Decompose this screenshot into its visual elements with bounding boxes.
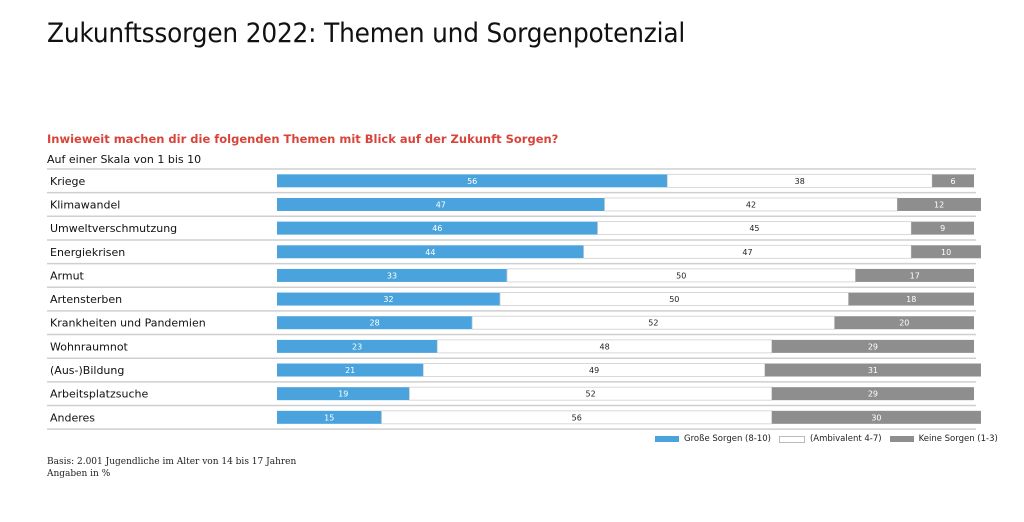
bar-segment-gross xyxy=(277,339,438,353)
bar-segment-keine xyxy=(764,363,981,377)
bar-row: Arbeitsplatzsuche 19 52 29 xyxy=(47,386,976,407)
bar-segment-gross xyxy=(277,387,410,401)
data-label: 50 xyxy=(669,295,679,304)
data-label: 45 xyxy=(749,224,759,233)
bar-row: Energiekrisen 44 47 10 xyxy=(47,244,981,265)
category-label: Arbeitsplatzsuche xyxy=(50,388,148,401)
data-label: 9 xyxy=(940,224,945,233)
category-label: (Aus-)Bildung xyxy=(50,364,124,377)
data-label: 29 xyxy=(868,390,878,399)
data-label: 31 xyxy=(868,366,878,375)
bar-segment-gross xyxy=(277,174,668,188)
bar-row: Umweltverschmutzung 46 45 9 xyxy=(47,221,976,241)
footnote-unit: Angaben in % xyxy=(47,469,111,479)
legend-label-gross: Große Sorgen (8-10) xyxy=(684,434,771,444)
scale-note: Auf einer Skala von 1 bis 10 xyxy=(47,153,202,166)
legend-item-gross: Große Sorgen (8-10) xyxy=(655,434,771,444)
data-label: 56 xyxy=(572,413,582,422)
bar-segment-keine xyxy=(911,245,981,259)
stacked-bar-chart: Kriege 56 38 6 Klimawandel 47 42 12 Umweltversch… xyxy=(47,168,981,430)
bar-row: Krankheiten und Pandemien 28 52 20 xyxy=(47,315,976,336)
data-label: 6 xyxy=(951,177,956,186)
bar-segment-keine xyxy=(932,174,974,188)
footnote-basis: Basis: 2.001 Jugendliche im Alter von 14… xyxy=(47,457,297,467)
data-label: 56 xyxy=(467,177,477,186)
bar-segment-keine xyxy=(848,292,974,306)
legend-swatch-ambivalent xyxy=(778,435,805,443)
category-label: Energiekrisen xyxy=(50,246,125,259)
data-label: 18 xyxy=(906,295,916,304)
category-label: Umweltverschmutzung xyxy=(50,222,177,235)
data-label: 32 xyxy=(383,295,393,304)
bar-segment-gross xyxy=(277,316,473,330)
data-label: 23 xyxy=(352,342,362,351)
data-label: 19 xyxy=(338,390,348,399)
data-label: 42 xyxy=(746,200,756,209)
data-label: 21 xyxy=(345,366,355,375)
bar-segment-gross xyxy=(277,410,382,424)
data-label: 30 xyxy=(871,413,881,422)
category-label: Wohnraumnot xyxy=(50,340,129,353)
data-label: 33 xyxy=(387,271,397,280)
legend-swatch-gross xyxy=(655,436,679,442)
legend-swatch-keine xyxy=(889,436,914,442)
data-label: 20 xyxy=(899,319,909,328)
bar-row: Artensterben 32 50 18 xyxy=(47,292,976,312)
chart-subtitle: Inwieweit machen dir die folgenden Theme… xyxy=(47,132,559,146)
bar-segment-gross xyxy=(277,245,584,259)
bar-segment-keine xyxy=(834,316,974,330)
category-label: Kriege xyxy=(50,175,86,188)
legend-item-keine: Keine Sorgen (1-3) xyxy=(889,434,998,444)
bar-row: Anderes 15 56 30 xyxy=(47,410,981,430)
data-label: 50 xyxy=(676,271,686,280)
bar-segment-keine xyxy=(897,197,981,211)
bar-segment-gross xyxy=(277,197,605,211)
data-label: 52 xyxy=(648,319,658,328)
chart-title: Zukunftssorgen 2022: Themen und Sorgenpo… xyxy=(47,18,686,49)
bar-row: Klimawandel 47 42 12 xyxy=(47,197,981,218)
bar-segment-gross xyxy=(277,363,424,377)
bar-segment-keine xyxy=(771,387,974,401)
data-label: 15 xyxy=(324,413,334,422)
data-label: 38 xyxy=(795,177,805,186)
data-label: 10 xyxy=(941,248,951,257)
legend-item-ambivalent: (Ambivalent 4-7) xyxy=(778,434,882,444)
data-label: 47 xyxy=(742,248,752,257)
bar-segment-keine xyxy=(771,410,981,424)
bar-row: Wohnraumnot 23 48 29 xyxy=(47,339,976,359)
bar-segment-keine xyxy=(771,339,974,353)
bar-row: Armut 33 50 17 xyxy=(47,268,976,288)
category-label: Artensterben xyxy=(50,293,122,306)
category-label: Anderes xyxy=(50,411,95,424)
bar-segment-keine xyxy=(855,268,974,282)
bar-row: (Aus-)Bildung 21 49 31 xyxy=(47,363,981,383)
bar-segment-gross xyxy=(277,221,598,235)
bar-segment-gross xyxy=(277,292,501,306)
data-label: 44 xyxy=(425,248,435,257)
footnote: Basis: 2.001 Jugendliche im Alter von 14… xyxy=(47,456,296,480)
data-label: 17 xyxy=(910,271,920,280)
data-label: 48 xyxy=(599,342,609,351)
category-label: Krankheiten und Pandemien xyxy=(50,317,206,330)
data-label: 46 xyxy=(432,224,442,233)
legend: Große Sorgen (8-10) (Ambivalent 4-7) Kei… xyxy=(655,434,1006,444)
legend-label-ambivalent: (Ambivalent 4-7) xyxy=(809,434,882,444)
bar-segment-gross xyxy=(277,268,508,282)
data-label: 47 xyxy=(436,200,446,209)
legend-label-keine: Keine Sorgen (1-3) xyxy=(918,434,998,444)
data-label: 28 xyxy=(369,319,379,328)
data-label: 29 xyxy=(868,342,878,351)
category-label: Armut xyxy=(50,269,85,282)
bar-row: Kriege 56 38 6 xyxy=(47,173,976,194)
data-label: 49 xyxy=(589,366,599,375)
data-label: 52 xyxy=(586,390,596,399)
category-label: Klimawandel xyxy=(50,198,120,211)
bar-segment-keine xyxy=(911,221,974,235)
data-label: 12 xyxy=(934,200,944,209)
